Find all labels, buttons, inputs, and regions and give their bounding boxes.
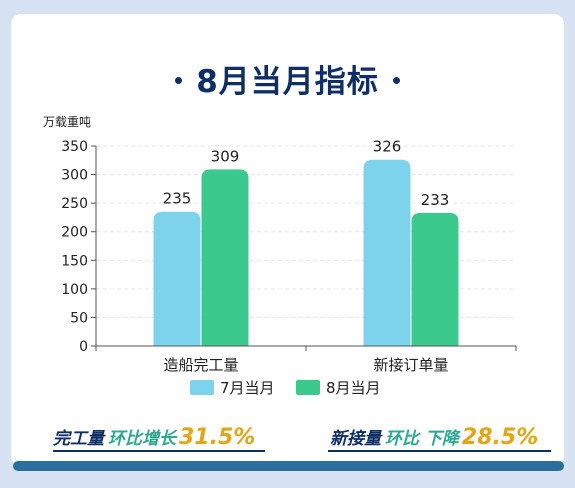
data-label: 233 [421,191,450,209]
title-text: 8月当月指标 [196,64,379,100]
page-title: 8月当月指标 [0,56,575,101]
stat-orders-underline [328,450,551,452]
y-tick-label: 300 [61,168,88,184]
data-label: 235 [163,190,192,208]
x-tick-label: 新接订单量 [373,356,448,374]
stat-completion: 完工量 环比增长 31.5% [53,424,255,450]
footer-bar [13,461,564,471]
y-tick-label: 250 [61,196,88,212]
data-label: 326 [373,138,402,156]
bar [411,212,459,346]
stat-completion-underline [53,450,265,452]
stat-orders-value: 28.5% [461,425,539,450]
y-axis-unit-label: 万载重吨 [43,115,92,129]
x-tick-labels: 造船完工量 新接订单量 [163,356,448,374]
y-tick-label: 0 [79,339,88,355]
y-tick-label: 100 [61,282,88,298]
stat-orders-metric: 环比 下降 [385,429,459,449]
legend: 7月当月 8月当月 [190,379,381,397]
y-tick-labels: 0 50 100 150 200 250 300 350 [61,139,88,355]
axes [95,146,517,351]
bar [201,169,249,346]
card-background [11,14,564,466]
y-tick-label: 150 [61,253,88,269]
legend-label: 8月当月 [326,379,381,397]
bars: 235 309 326 233 [153,138,459,346]
stat-completion-value: 31.5% [179,425,256,450]
y-tick-label: 200 [61,225,88,241]
bar [363,159,411,346]
title-dot-right-icon [392,77,400,84]
bar [153,211,201,346]
stat-orders: 新接量 环比 下降 28.5% [330,424,538,450]
stat-completion-metric: 环比增长 [108,429,176,449]
x-tick-label: 造船完工量 [163,356,238,374]
stat-orders-label: 新接量 [330,429,381,449]
title-dot-left-icon [175,77,183,84]
legend-swatch [190,380,214,395]
legend-label: 7月当月 [220,379,275,397]
data-label: 309 [211,147,240,165]
y-tick-label: 350 [61,139,88,155]
y-tick-label: 50 [70,310,88,326]
legend-swatch [296,380,320,395]
stat-completion-label: 完工量 [53,429,104,449]
